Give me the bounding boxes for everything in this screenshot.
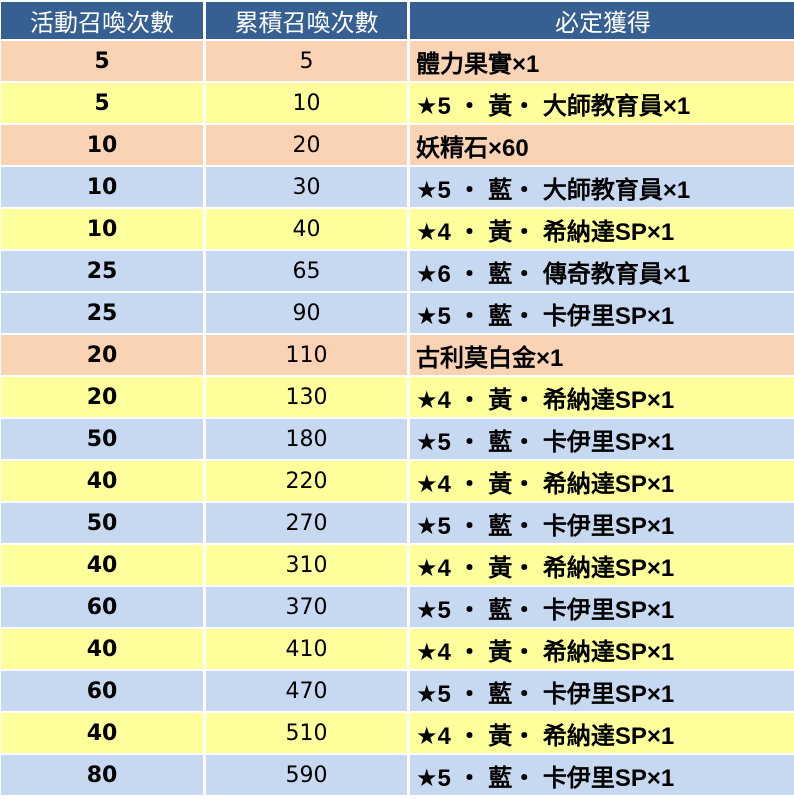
table-row: 25 90 ★5 ・ 藍・ 卡伊里SP×1 (1, 293, 794, 333)
reward-cell: ★5 ・ 藍・ 卡伊里SP×1 (410, 755, 794, 795)
table-row: 5 10 ★5 ・ 黃・ 大師教育員×1 (1, 83, 794, 123)
event-summons-cell: 40 (1, 713, 203, 753)
total-summons-cell: 310 (206, 545, 407, 585)
total-summons-cell: 410 (206, 629, 407, 669)
table-row: 20 130 ★4 ・ 黃・ 希納達SP×1 (1, 377, 794, 417)
total-summons-cell: 370 (206, 587, 407, 627)
total-summons-cell: 65 (206, 251, 407, 291)
table-row: 40 220 ★4 ・ 黃・ 希納達SP×1 (1, 461, 794, 501)
event-summons-cell: 25 (1, 251, 203, 291)
reward-cell: ★5 ・ 藍・ 卡伊里SP×1 (410, 671, 794, 711)
table-row: 5 5 體力果實×1 (1, 41, 794, 81)
reward-cell: ★6 ・ 藍・ 傳奇教育員×1 (410, 251, 794, 291)
reward-cell: ★5 ・ 黃・ 大師教育員×1 (410, 83, 794, 123)
event-summons-cell: 20 (1, 377, 203, 417)
event-summons-cell: 5 (1, 41, 203, 81)
reward-cell: 古利莫白金×1 (410, 335, 794, 375)
total-summons-cell: 5 (206, 41, 407, 81)
header-guaranteed-reward: 必定獲得 (410, 2, 794, 39)
reward-cell: ★4 ・ 黃・ 希納達SP×1 (410, 713, 794, 753)
total-summons-cell: 10 (206, 83, 407, 123)
event-summons-cell: 5 (1, 83, 203, 123)
total-summons-cell: 110 (206, 335, 407, 375)
reward-cell: ★4 ・ 黃・ 希納達SP×1 (410, 629, 794, 669)
total-summons-cell: 30 (206, 167, 407, 207)
table-row: 10 30 ★5 ・ 藍・ 大師教育員×1 (1, 167, 794, 207)
event-summons-cell: 60 (1, 671, 203, 711)
total-summons-cell: 220 (206, 461, 407, 501)
reward-cell: ★5 ・ 藍・ 卡伊里SP×1 (410, 419, 794, 459)
table-row: 50 270 ★5 ・ 藍・ 卡伊里SP×1 (1, 503, 794, 543)
event-summons-cell: 25 (1, 293, 203, 333)
header-row: 活動召喚次數 累積召喚次數 必定獲得 (1, 2, 794, 39)
table-row: 10 40 ★4 ・ 黃・ 希納達SP×1 (1, 209, 794, 249)
event-summons-cell: 50 (1, 503, 203, 543)
reward-cell: ★5 ・ 藍・ 卡伊里SP×1 (410, 503, 794, 543)
event-summons-cell: 60 (1, 587, 203, 627)
reward-cell: 妖精石×60 (410, 125, 794, 165)
table-row: 40 510 ★4 ・ 黃・ 希納達SP×1 (1, 713, 794, 753)
total-summons-cell: 130 (206, 377, 407, 417)
table-row: 60 470 ★5 ・ 藍・ 卡伊里SP×1 (1, 671, 794, 711)
event-summons-cell: 10 (1, 125, 203, 165)
reward-cell: ★4 ・ 黃・ 希納達SP×1 (410, 461, 794, 501)
event-summons-cell: 40 (1, 461, 203, 501)
table-row: 10 20 妖精石×60 (1, 125, 794, 165)
event-summons-cell: 40 (1, 629, 203, 669)
total-summons-cell: 590 (206, 755, 407, 795)
header-total-summons: 累積召喚次數 (206, 2, 407, 39)
total-summons-cell: 90 (206, 293, 407, 333)
total-summons-cell: 180 (206, 419, 407, 459)
header-event-summons: 活動召喚次數 (1, 2, 203, 39)
event-summons-cell: 10 (1, 209, 203, 249)
reward-cell: ★4 ・ 黃・ 希納達SP×1 (410, 377, 794, 417)
total-summons-cell: 20 (206, 125, 407, 165)
total-summons-cell: 510 (206, 713, 407, 753)
table-row: 50 180 ★5 ・ 藍・ 卡伊里SP×1 (1, 419, 794, 459)
reward-cell: ★4 ・ 黃・ 希納達SP×1 (410, 545, 794, 585)
event-summons-cell: 10 (1, 167, 203, 207)
event-summons-cell: 50 (1, 419, 203, 459)
total-summons-cell: 470 (206, 671, 407, 711)
reward-cell: ★4 ・ 黃・ 希納達SP×1 (410, 209, 794, 249)
table-row: 25 65 ★6 ・ 藍・ 傳奇教育員×1 (1, 251, 794, 291)
table-row: 40 310 ★4 ・ 黃・ 希納達SP×1 (1, 545, 794, 585)
table-row: 40 410 ★4 ・ 黃・ 希納達SP×1 (1, 629, 794, 669)
table-row: 80 590 ★5 ・ 藍・ 卡伊里SP×1 (1, 755, 794, 795)
reward-cell: ★5 ・ 藍・ 卡伊里SP×1 (410, 587, 794, 627)
table-row: 20 110 古利莫白金×1 (1, 335, 794, 375)
event-summons-cell: 20 (1, 335, 203, 375)
total-summons-cell: 270 (206, 503, 407, 543)
total-summons-cell: 40 (206, 209, 407, 249)
reward-cell: 體力果實×1 (410, 41, 794, 81)
event-summons-cell: 40 (1, 545, 203, 585)
table-row: 60 370 ★5 ・ 藍・ 卡伊里SP×1 (1, 587, 794, 627)
reward-cell: ★5 ・ 藍・ 卡伊里SP×1 (410, 293, 794, 333)
event-summons-cell: 80 (1, 755, 203, 795)
reward-cell: ★5 ・ 藍・ 大師教育員×1 (410, 167, 794, 207)
